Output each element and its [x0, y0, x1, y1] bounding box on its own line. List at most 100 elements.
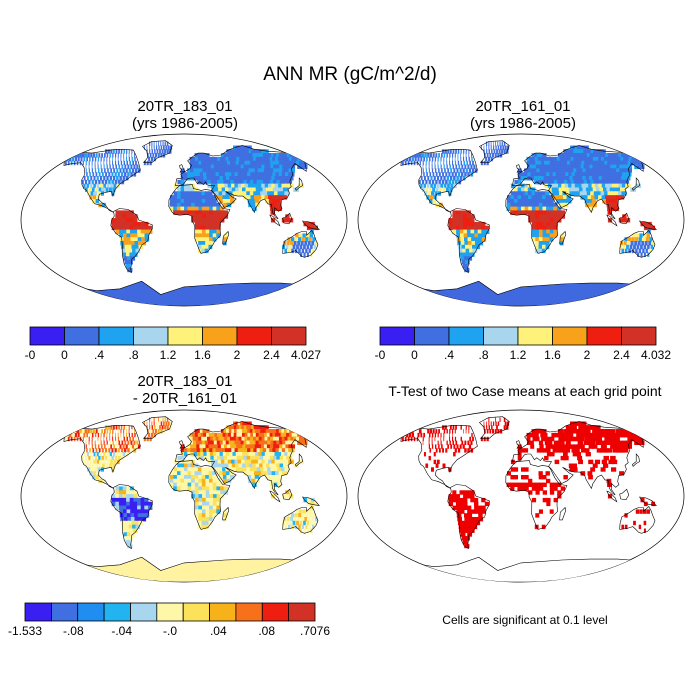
grid-cell	[194, 486, 199, 491]
grid-cell	[203, 432, 208, 438]
grid-cell	[478, 513, 483, 518]
grid-cell	[429, 172, 432, 177]
grid-cell	[438, 429, 440, 434]
grid-cell	[440, 183, 443, 189]
grid-cell	[533, 176, 539, 181]
grid-cell	[466, 505, 472, 510]
grid-cell	[220, 210, 225, 215]
grid-cell	[201, 237, 206, 242]
grid-cell	[607, 168, 614, 173]
grid-cell	[90, 153, 93, 158]
grid-cell	[201, 520, 206, 526]
grid-cell	[499, 417, 501, 422]
colorbar-box	[182, 602, 210, 622]
grid-cell	[546, 214, 551, 219]
grid-cell	[133, 509, 139, 514]
grid-cell	[527, 164, 531, 169]
grid-cell	[435, 429, 438, 434]
grid-cell	[195, 440, 200, 445]
grid-cell	[226, 455, 232, 461]
grid-cell	[269, 202, 275, 208]
grid-cell	[527, 168, 531, 173]
colorbar-box	[103, 602, 131, 622]
grid-cell	[198, 494, 203, 499]
grid-cell	[244, 421, 252, 426]
grid-cell	[213, 179, 219, 185]
grid-cell	[115, 221, 120, 227]
coastline-eurasia	[175, 421, 310, 496]
grid-cell	[137, 229, 142, 234]
grid-cell	[308, 513, 312, 518]
grid-cell	[574, 164, 580, 169]
grid-cell	[574, 448, 580, 453]
grid-cell	[162, 417, 164, 422]
grid-cell	[122, 505, 128, 510]
grid-cell	[212, 509, 217, 514]
grid-cell	[589, 206, 594, 211]
grid-cell	[549, 199, 554, 204]
grid-cell	[460, 160, 462, 166]
grid-cell	[529, 440, 534, 445]
grid-cell	[272, 448, 279, 453]
grid-cell	[176, 199, 181, 204]
grid-cell	[431, 436, 433, 442]
grid-cell	[267, 191, 273, 196]
grid-cell	[140, 501, 145, 507]
grid-cell	[136, 221, 142, 227]
grid-cell	[251, 168, 258, 173]
grid-cell	[269, 187, 275, 192]
grid-cell	[102, 187, 105, 192]
grid-cell	[177, 463, 182, 468]
grid-cell	[271, 471, 277, 476]
grid-cell	[279, 187, 285, 192]
grid-cell	[242, 444, 248, 449]
grid-cell	[240, 448, 246, 453]
grid-cell	[517, 183, 522, 189]
grid-cell	[241, 160, 248, 166]
grid-cell	[100, 440, 102, 445]
grid-cell	[276, 463, 282, 468]
grid-cell	[433, 459, 437, 465]
grid-cell	[521, 202, 526, 208]
grid-cell	[254, 471, 259, 476]
grid-cell	[494, 153, 497, 158]
grid-cell	[298, 524, 301, 530]
grid-cell	[646, 233, 650, 238]
grid-cell	[622, 218, 627, 223]
grid-cell	[487, 156, 490, 162]
grid-cell	[83, 183, 86, 189]
grid-cell	[459, 501, 464, 507]
grid-cell	[226, 452, 231, 457]
grid-cell	[144, 233, 149, 238]
grid-cell	[122, 501, 127, 507]
grid-cell	[76, 429, 80, 434]
grid-cell	[549, 160, 555, 166]
grid-cell	[130, 164, 133, 169]
coastline-madagascar	[559, 230, 567, 245]
grid-cell	[173, 478, 178, 484]
grid-cell	[457, 153, 459, 158]
grid-cell	[469, 524, 474, 530]
grid-cell	[640, 252, 643, 257]
grid-cell	[401, 160, 404, 166]
grid-cell	[565, 187, 571, 192]
grid-cell	[207, 436, 212, 442]
grid-cell	[129, 160, 131, 166]
grid-cell	[223, 509, 228, 514]
grid-cell	[191, 206, 196, 211]
grid-cell	[467, 513, 473, 518]
grid-cell	[456, 509, 461, 514]
grid-cell	[638, 524, 642, 530]
grid-cell	[205, 486, 210, 491]
coastline-eurasia	[512, 421, 647, 496]
grid-cell	[126, 494, 131, 499]
grid-cell	[624, 513, 628, 518]
grid-cell	[242, 463, 247, 468]
grid-cell	[461, 260, 467, 265]
grid-cell	[83, 432, 86, 438]
grid-cell	[452, 425, 455, 430]
grid-cell	[447, 183, 450, 189]
grid-cell	[87, 176, 89, 181]
grid-cell	[216, 490, 221, 495]
grid-cell	[98, 463, 102, 468]
